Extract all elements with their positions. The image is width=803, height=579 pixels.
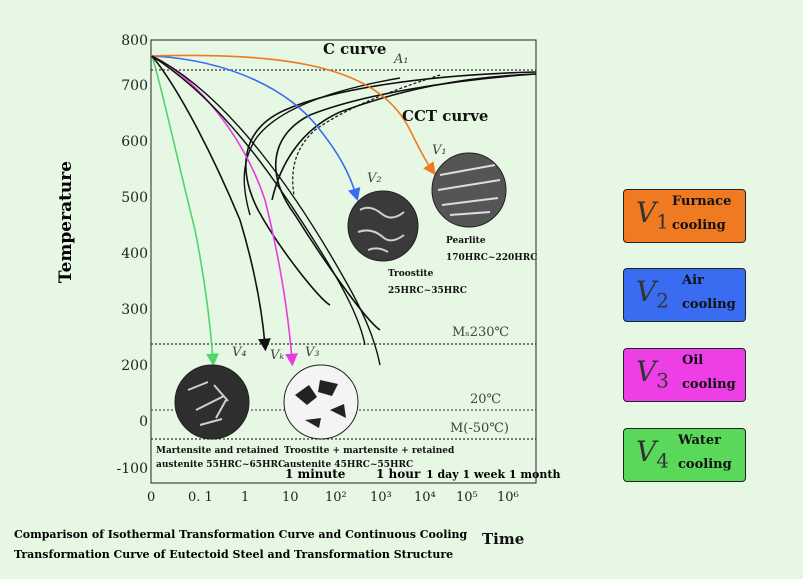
- x-tick: 1: [241, 490, 250, 505]
- c-curve-inner: [243, 77, 401, 216]
- v1-symbol: V1: [636, 196, 669, 234]
- x-axis-label: Time: [482, 530, 525, 548]
- troostite-name: Troostite: [388, 269, 434, 279]
- y-tick: 700: [121, 78, 148, 94]
- x-tick: 0. 1: [188, 490, 213, 505]
- pearlite-hardness: 170HRC~220HRC: [446, 253, 538, 263]
- legend-line1: Oil: [682, 353, 704, 368]
- vk-curve: [151, 55, 271, 352]
- troostite-hardness: 25HRC~35HRC: [388, 286, 467, 296]
- v3-symbol: V3: [636, 355, 669, 393]
- caption-line-2: Transformation Curve of Eutectoid Steel …: [14, 548, 454, 561]
- caption-line-1: Comparison of Isothermal Transformation …: [14, 528, 468, 541]
- y-tick: 0: [139, 414, 148, 430]
- x-tick: 10²: [325, 490, 347, 505]
- y-tick: 800: [121, 33, 148, 49]
- ms-label: Mₛ230℃: [452, 325, 510, 340]
- a1-label: A₁: [394, 52, 409, 67]
- troostite-mart-name: Troostite + martensite + retained: [284, 446, 455, 456]
- pearlite-name: Pearlite: [446, 236, 486, 246]
- time-minute: 1 minute: [285, 467, 346, 481]
- v1-label: V₁: [432, 143, 447, 158]
- v2-label: V₂: [367, 171, 382, 186]
- v3-curve: [151, 55, 298, 367]
- extra-curve-2: [151, 55, 381, 366]
- y-tick: 300: [121, 302, 148, 318]
- legend-furnace: V1 Furnace cooling: [623, 189, 746, 243]
- time-long: 1 day 1 week 1 month: [426, 468, 561, 481]
- y-tick: -100: [116, 461, 148, 477]
- legend-water: V4 Water cooling: [623, 428, 746, 482]
- legend-line1: Air: [682, 273, 704, 288]
- v2-curve: [151, 55, 361, 202]
- legend-line2: cooling: [682, 297, 736, 312]
- cct-curve-label: CCT curve: [402, 107, 489, 125]
- legend-line2: cooling: [678, 457, 732, 472]
- legend-line2: cooling: [682, 377, 736, 392]
- v2-symbol: V2: [636, 275, 669, 313]
- v3-label: V₃: [305, 345, 320, 360]
- troostite-micrograph: [347, 190, 419, 262]
- y-tick: 500: [121, 190, 148, 206]
- c-curve-label: C curve: [323, 40, 387, 58]
- martensite-hardness: austenite 55HRC~65HRC: [156, 460, 286, 470]
- v4-label: V₄: [232, 345, 247, 360]
- v4-curve: [151, 55, 219, 367]
- time-hour: 1 hour: [376, 467, 421, 481]
- x-tick: 0: [147, 490, 156, 505]
- y-tick: 200: [121, 358, 148, 374]
- extra-curve-1: [151, 55, 366, 346]
- troostite-martensite-micrograph: [283, 364, 359, 440]
- vk-label: Vₖ: [270, 348, 285, 363]
- legend-line1: Furnace: [672, 194, 732, 209]
- legend-air: V2 Air cooling: [623, 268, 746, 322]
- x-tick: 10: [282, 490, 299, 505]
- legend-line1: Water: [678, 433, 722, 448]
- v4-symbol: V4: [636, 435, 669, 473]
- legend-oil: V3 Oil cooling: [623, 348, 746, 402]
- y-axis-label: Temperature: [56, 160, 76, 284]
- cct-curve-2: [292, 74, 441, 196]
- y-tick: 400: [121, 246, 148, 262]
- pearlite-micrograph: [431, 152, 507, 228]
- mf-label: M(-50℃): [450, 421, 509, 436]
- x-tick: 10³: [370, 490, 392, 505]
- cct-curve: [271, 73, 537, 201]
- x-tick: 10⁵: [456, 490, 478, 505]
- mid-label: 20℃: [470, 392, 502, 407]
- martensite-name: Martensite and retained: [156, 446, 279, 456]
- x-tick: 10⁶: [497, 490, 519, 505]
- x-tick: 10⁴: [414, 490, 436, 505]
- legend-line2: cooling: [672, 218, 726, 233]
- martensite-micrograph: [174, 364, 250, 440]
- c-curve-start: [245, 71, 537, 306]
- plot-frame: [150, 39, 537, 484]
- y-tick: 600: [121, 134, 148, 150]
- v1-curve: [151, 54, 436, 176]
- troostite-mart-hardness: austenite 45HRC~55HRC: [284, 460, 414, 470]
